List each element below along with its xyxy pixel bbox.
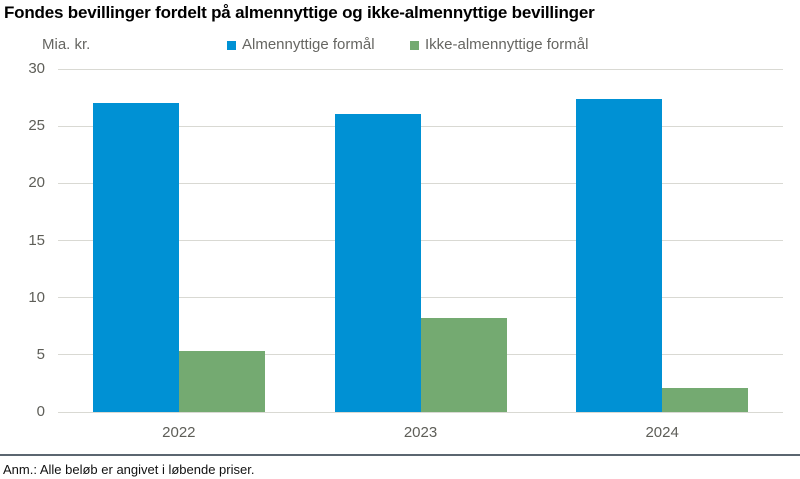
bar-ikke-almennyttige-2023 [420, 318, 507, 412]
legend-item-almennyttige: Almennyttige formål [227, 36, 375, 53]
plot-area [58, 68, 783, 413]
x-axis-tick-label-2022: 2022 [162, 424, 196, 441]
bar-almennyttige-2024 [576, 98, 663, 412]
y-axis-tick-label-25: 25 [28, 117, 45, 135]
bar-almennyttige-2023 [334, 113, 421, 412]
y-axis-tick-label-20: 20 [28, 174, 45, 192]
gridline-10 [58, 297, 783, 299]
y-axis-tick-label-0: 0 [36, 403, 45, 420]
gridline-25 [58, 125, 783, 127]
y-axis-tick-label-30: 30 [28, 60, 45, 77]
bar-almennyttige-2022 [92, 103, 179, 412]
x-axis-tick-label-2024: 2024 [645, 424, 679, 441]
gridline-15 [58, 240, 783, 241]
y-axis-unit-label: Mia. kr. [42, 36, 91, 53]
footer: Anm.: Alle beløb er angivet i løbende pr… [0, 454, 800, 477]
bar-ikke-almennyttige-2024 [662, 388, 749, 412]
y-axis-tick-label-15: 15 [28, 231, 45, 249]
legend-item-ikke-almennyttige: Ikke-almennyttige formål [410, 36, 588, 53]
gridline-20 [58, 182, 783, 184]
chart-title: Fondes bevillinger fordelt på almennytti… [4, 3, 595, 22]
gridline-0 [58, 411, 783, 413]
legend-label: Ikke-almennyttige formål [425, 36, 589, 53]
legend-label: Almennyttige formål [242, 36, 375, 53]
legend-swatch-green-icon [410, 41, 419, 50]
legend-swatch-blue-icon [227, 41, 236, 50]
y-axis-tick-label-5: 5 [36, 345, 45, 363]
y-axis-tick-label-10: 10 [28, 288, 45, 306]
gridline-30 [58, 68, 783, 70]
footnote: Anm.: Alle beløb er angivet i løbende pr… [3, 462, 255, 477]
x-axis-tick-label-2023: 2023 [403, 424, 438, 441]
bar-ikke-almennyttige-2022 [178, 351, 265, 412]
